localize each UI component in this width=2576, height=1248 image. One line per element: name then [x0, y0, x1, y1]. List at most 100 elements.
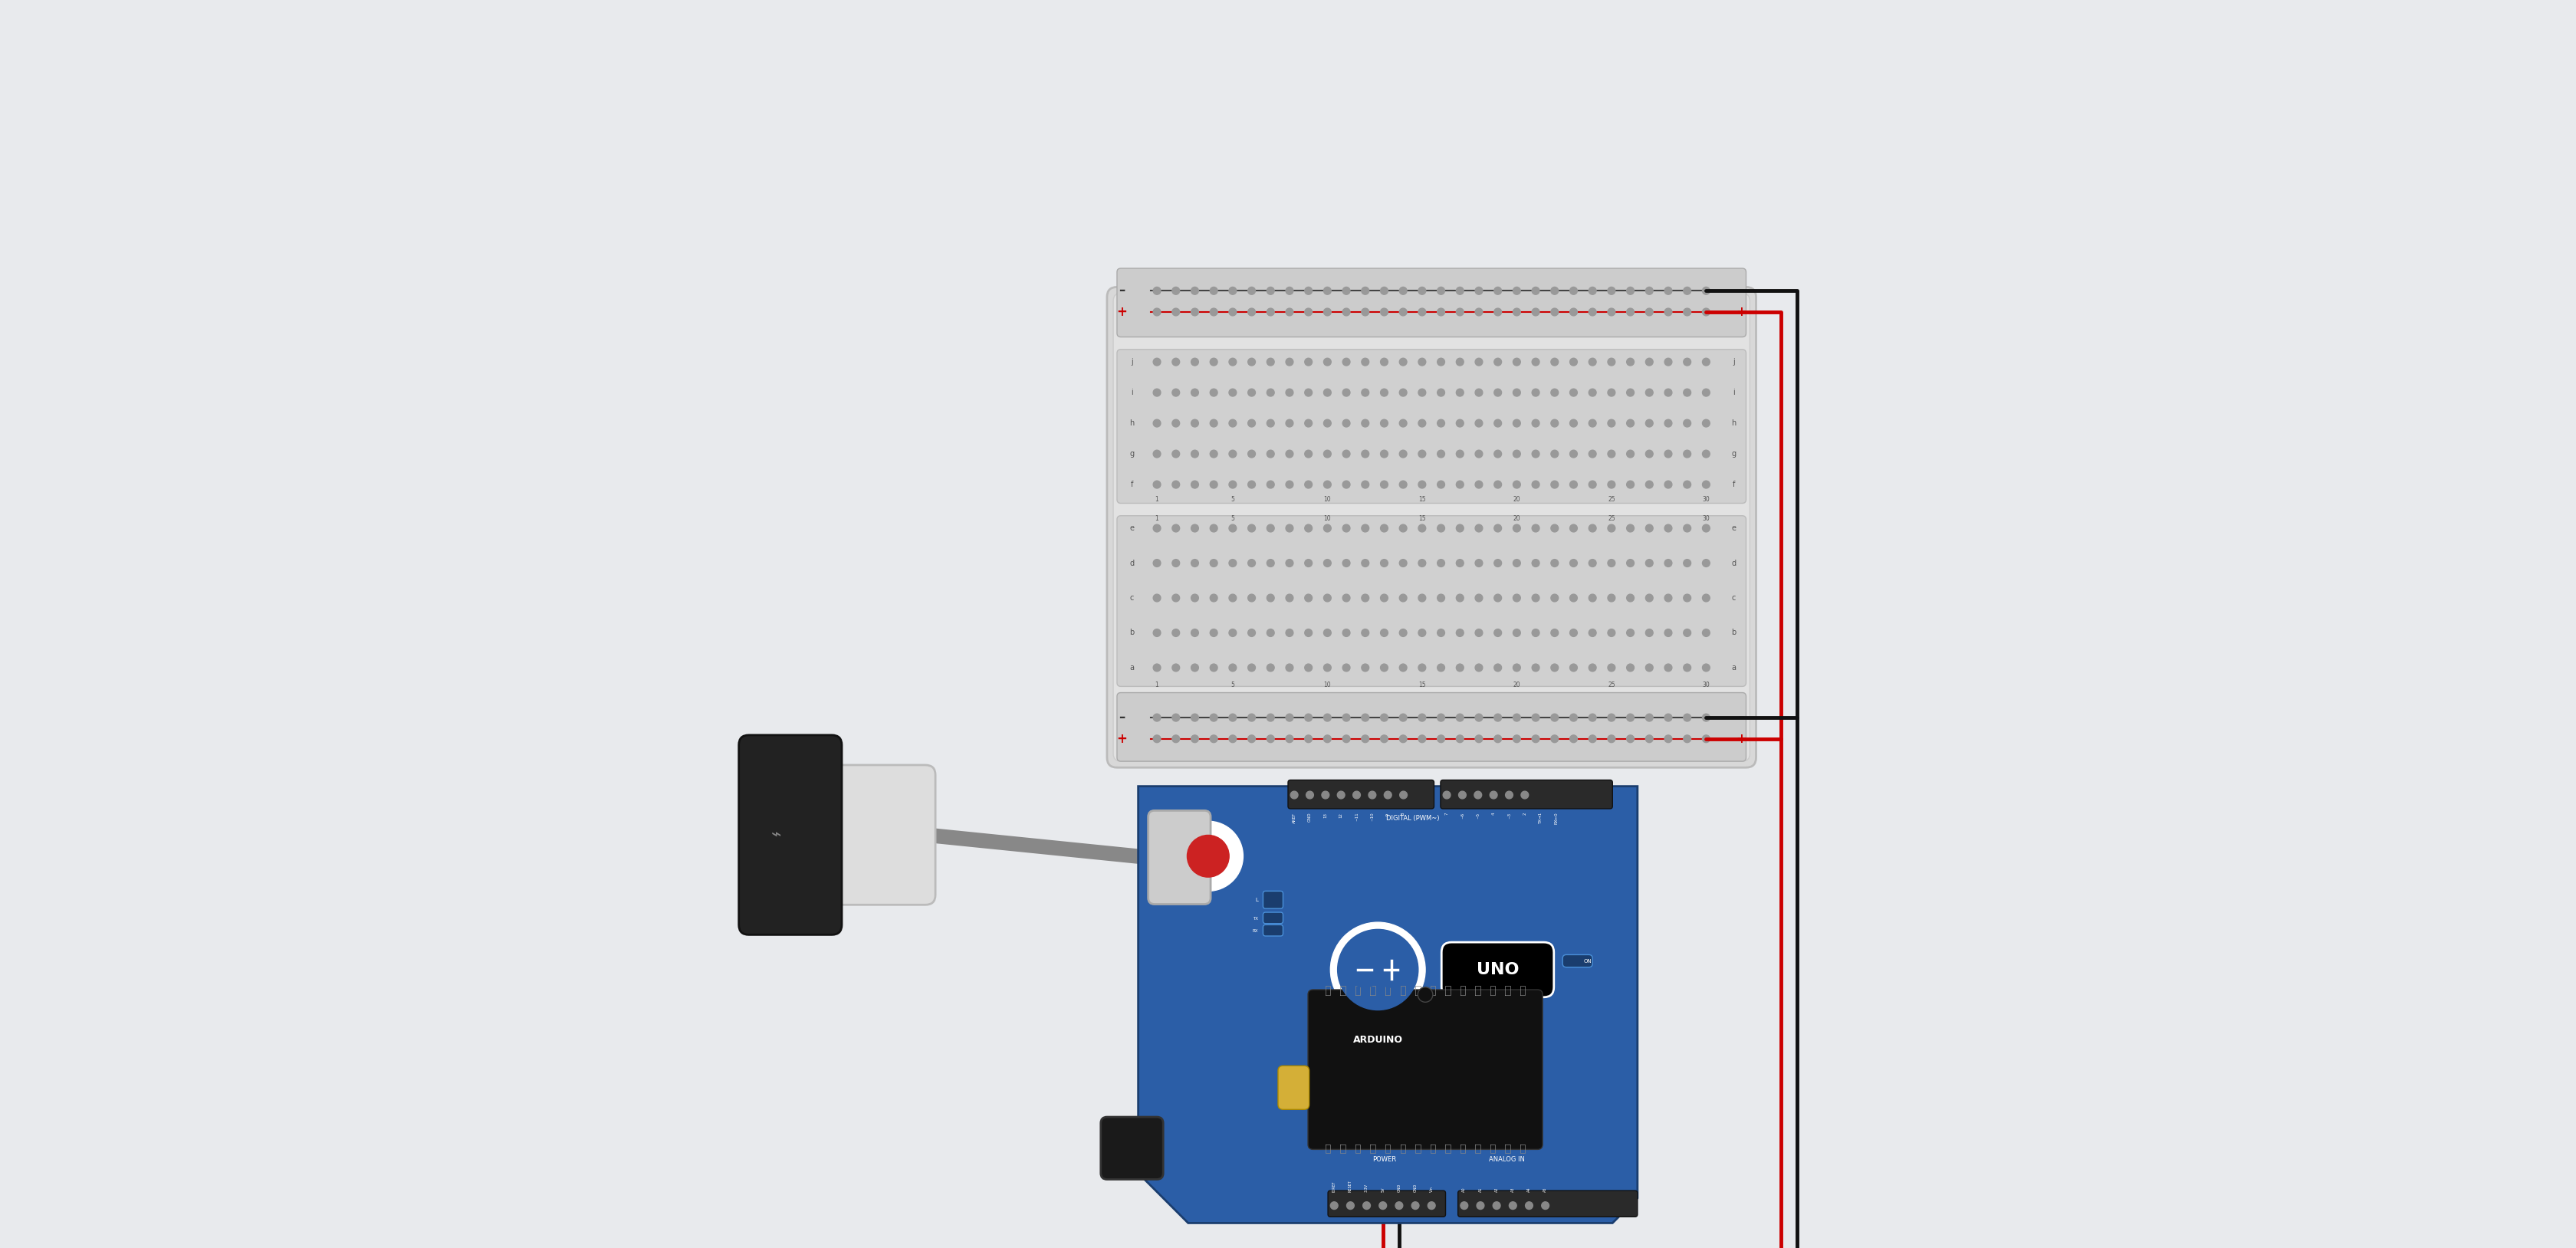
Circle shape [1324, 735, 1332, 743]
Circle shape [1267, 287, 1275, 295]
Circle shape [1551, 358, 1558, 366]
Circle shape [1533, 714, 1540, 721]
Circle shape [1154, 524, 1162, 532]
Circle shape [1512, 664, 1520, 671]
Circle shape [1419, 664, 1425, 671]
Circle shape [1247, 559, 1255, 567]
Circle shape [1512, 419, 1520, 427]
Circle shape [1229, 308, 1236, 316]
Circle shape [1342, 287, 1350, 295]
Circle shape [1247, 419, 1255, 427]
Circle shape [1211, 714, 1218, 721]
Circle shape [1329, 922, 1425, 1017]
Circle shape [1229, 594, 1236, 602]
FancyBboxPatch shape [1100, 1117, 1164, 1179]
Circle shape [1399, 451, 1406, 458]
Circle shape [1172, 287, 1180, 295]
Circle shape [1494, 735, 1502, 743]
Circle shape [1229, 358, 1236, 366]
Circle shape [1589, 664, 1597, 671]
Text: e: e [1131, 524, 1133, 532]
Circle shape [1291, 791, 1298, 799]
Text: +: + [1736, 731, 1747, 746]
Circle shape [1504, 791, 1512, 799]
Text: +: + [1115, 731, 1128, 746]
Text: a: a [1731, 664, 1736, 671]
Circle shape [1476, 480, 1484, 488]
Circle shape [1569, 559, 1577, 567]
Circle shape [1381, 594, 1388, 602]
Circle shape [1324, 419, 1332, 427]
Circle shape [1494, 664, 1502, 671]
Text: TX: TX [1252, 916, 1257, 921]
Circle shape [1303, 559, 1311, 567]
Circle shape [1419, 559, 1425, 567]
Circle shape [1533, 451, 1540, 458]
Circle shape [1510, 1202, 1517, 1209]
Text: ~10: ~10 [1370, 812, 1373, 821]
Circle shape [1664, 664, 1672, 671]
Circle shape [1324, 629, 1332, 636]
Circle shape [1685, 629, 1690, 636]
Circle shape [1685, 714, 1690, 721]
Circle shape [1455, 664, 1463, 671]
Circle shape [1489, 791, 1497, 799]
Circle shape [1533, 594, 1540, 602]
Circle shape [1154, 664, 1162, 671]
Circle shape [1664, 714, 1672, 721]
Text: 10: 10 [1324, 515, 1332, 522]
Circle shape [1525, 1202, 1533, 1209]
Circle shape [1476, 559, 1484, 567]
Circle shape [1285, 629, 1293, 636]
Circle shape [1494, 389, 1502, 397]
Circle shape [1685, 524, 1690, 532]
Circle shape [1267, 480, 1275, 488]
Circle shape [1303, 714, 1311, 721]
Circle shape [1443, 791, 1450, 799]
Circle shape [1589, 287, 1597, 295]
Circle shape [1381, 419, 1388, 427]
Circle shape [1154, 480, 1162, 488]
Text: e: e [1731, 524, 1736, 532]
Circle shape [1303, 524, 1311, 532]
Circle shape [1363, 664, 1368, 671]
Circle shape [1551, 524, 1558, 532]
Circle shape [1190, 559, 1198, 567]
Circle shape [1607, 451, 1615, 458]
Text: ON: ON [1584, 958, 1592, 963]
Circle shape [1378, 1202, 1386, 1209]
Circle shape [1211, 480, 1218, 488]
Circle shape [1285, 735, 1293, 743]
Circle shape [1551, 664, 1558, 671]
Circle shape [1455, 480, 1463, 488]
Text: 8: 8 [1401, 812, 1406, 815]
Circle shape [1685, 451, 1690, 458]
Circle shape [1551, 594, 1558, 602]
Circle shape [1285, 308, 1293, 316]
Text: ⌁: ⌁ [770, 827, 781, 842]
Circle shape [1455, 735, 1463, 743]
Circle shape [1512, 358, 1520, 366]
Circle shape [1399, 735, 1406, 743]
Text: 15: 15 [1419, 495, 1425, 503]
Circle shape [1419, 594, 1425, 602]
Circle shape [1551, 480, 1558, 488]
Circle shape [1607, 524, 1615, 532]
Text: 5V: 5V [1381, 1187, 1386, 1192]
Circle shape [1247, 664, 1255, 671]
Circle shape [1247, 287, 1255, 295]
Circle shape [1703, 389, 1710, 397]
Circle shape [1267, 559, 1275, 567]
Text: c: c [1731, 594, 1736, 602]
Circle shape [1172, 821, 1244, 891]
Circle shape [1419, 308, 1425, 316]
Circle shape [1512, 629, 1520, 636]
Circle shape [1381, 664, 1388, 671]
Circle shape [1437, 358, 1445, 366]
Circle shape [1533, 389, 1540, 397]
Circle shape [1551, 629, 1558, 636]
Circle shape [1569, 735, 1577, 743]
Text: A3: A3 [1512, 1187, 1515, 1192]
Circle shape [1455, 714, 1463, 721]
Circle shape [1229, 480, 1236, 488]
